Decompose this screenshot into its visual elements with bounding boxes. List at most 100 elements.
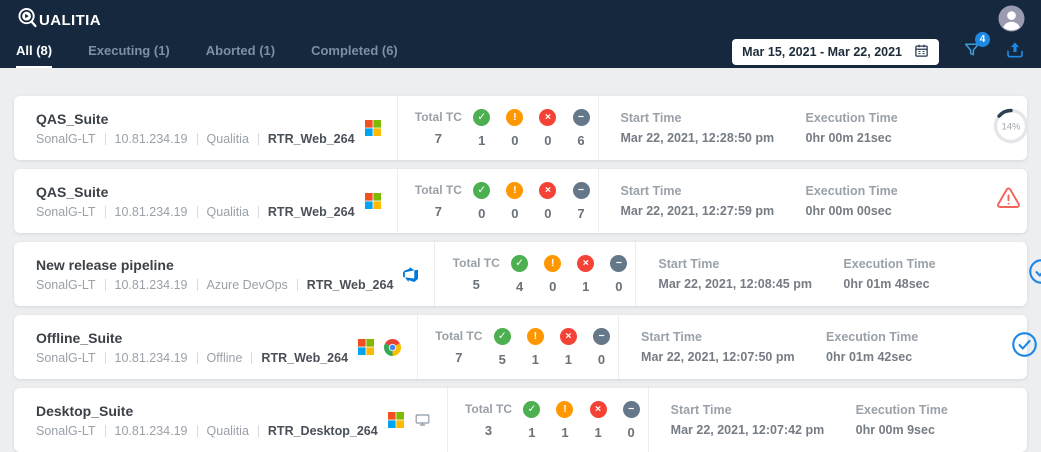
warning-count: 1	[531, 351, 539, 367]
meta-separator	[251, 351, 253, 364]
meta-separator	[196, 278, 198, 291]
run-label: RTR_Desktop_264	[267, 423, 378, 438]
tab-executing-1[interactable]: Executing (1)	[88, 43, 170, 58]
tab-aborted-1[interactable]: Aborted (1)	[205, 43, 276, 58]
failed-count: 0	[544, 132, 552, 148]
passed-icon: ✓	[493, 327, 511, 345]
tab-bar: All (8) Executing (1) Aborted (1) Completed…	[16, 32, 1025, 68]
suite-meta: SonalG-LT 10.81.234.19 Qualitia RTR_Desk…	[36, 424, 378, 438]
passed-icon: ✓	[511, 254, 529, 272]
filter-button[interactable]: 4	[963, 32, 990, 64]
warning-icon: !	[556, 400, 574, 418]
failed-count: 0	[544, 205, 552, 221]
start-time-value: Mar 22, 2021, 12:27:59 pm	[620, 204, 775, 218]
upload-button[interactable]	[1005, 40, 1025, 65]
execution-card[interactable]: Desktop_Suite SonalG-LT 10.81.234.19 Qua…	[14, 388, 1027, 452]
meta-separator	[104, 132, 106, 145]
stats-section: Total TC 7 ✓ 5 ! 1 × 1 − 0	[418, 315, 620, 379]
meta-separator	[196, 351, 198, 364]
execution-card[interactable]: QAS_Suite SonalG-LT 10.81.234.19 Qualiti…	[14, 96, 1028, 160]
tab-all-8[interactable]: All (8)	[16, 36, 53, 68]
ip-address: 10.81.234.19	[114, 131, 188, 146]
execution-card[interactable]: QAS_Suite SonalG-LT 10.81.234.19 Qualiti…	[14, 169, 1027, 233]
failed-icon: ×	[559, 327, 577, 345]
total-tc-label: Total TC	[452, 256, 500, 270]
not-executed-count: 6	[577, 132, 585, 148]
execution-time-label: Execution Time	[805, 184, 898, 198]
total-tc-label: Total TC	[435, 329, 483, 343]
ip-address: 10.81.234.19	[114, 350, 188, 365]
date-range-picker[interactable]: Mar 15, 2021 - Mar 22, 2021	[732, 39, 939, 65]
meta-separator	[104, 278, 106, 291]
meta-separator	[257, 205, 259, 218]
suite-title: Desktop_Suite	[36, 402, 134, 419]
passed-count: 1	[528, 424, 536, 440]
failed-count: 1	[564, 351, 573, 367]
meta-separator	[196, 424, 198, 437]
avatar[interactable]	[998, 4, 1025, 37]
azure-devops-icon	[403, 266, 419, 282]
machine-name: SonalG-LT	[36, 131, 96, 146]
completed-check-icon	[1028, 258, 1041, 290]
execution-time-label: Execution Time	[855, 403, 948, 417]
total-tc-count: 7	[434, 204, 442, 219]
platform-icons	[358, 338, 402, 356]
status-area	[991, 169, 1027, 233]
not-executed-icon: −	[572, 108, 590, 126]
tab-completed-6[interactable]: Completed (6)	[311, 43, 398, 58]
card-list: QAS_Suite SonalG-LT 10.81.234.19 Qualiti…	[0, 68, 1041, 452]
start-time-label: Start Time	[620, 184, 682, 198]
stats-section: Total TC 5 ✓ 4 ! 0 × 1 − 0	[435, 242, 637, 306]
machine-name: SonalG-LT	[36, 277, 96, 292]
failed-count: 1	[582, 278, 590, 294]
start-time-value: Mar 22, 2021, 12:28:50 pm	[620, 131, 775, 145]
execution-card[interactable]: Offline_Suite SonalG-LT 10.81.234.19 Off…	[14, 315, 1037, 379]
execution-time-value: 0hr 01m 48sec	[843, 277, 930, 291]
filter-count-badge: 4	[975, 32, 990, 47]
completed-check-icon	[1011, 331, 1038, 363]
total-tc-label: Total TC	[414, 110, 462, 124]
stats-section: Total TC 7 ✓ 0 ! 0 × 0 − 7	[398, 169, 599, 233]
trigger-source: Qualitia	[206, 423, 249, 438]
ip-address: 10.81.234.19	[114, 204, 188, 219]
not-executed-count: 0	[597, 351, 606, 367]
suite-meta: SonalG-LT 10.81.234.19 Offline RTR_Web_2…	[36, 351, 348, 365]
progress-ring: 14%	[991, 106, 1031, 151]
total-tc-count: 7	[455, 350, 463, 365]
windows-icon	[364, 193, 381, 209]
meta-separator	[104, 205, 106, 218]
not-executed-icon: −	[593, 327, 611, 345]
date-range-value: Mar 15, 2021 - Mar 22, 2021	[742, 45, 902, 59]
failed-icon: ×	[589, 400, 607, 418]
status-area: 14%	[991, 96, 1031, 160]
stats-section: Total TC 3 ✓ 1 ! 1 × 1 − 0	[448, 388, 649, 452]
qualitia-logo: UALITIA	[16, 6, 101, 36]
meta-separator	[104, 351, 106, 364]
execution-time-value: 0hr 00m 9sec	[855, 423, 935, 437]
ip-address: 10.81.234.19	[114, 277, 188, 292]
windows-icon	[387, 412, 404, 428]
execution-card[interactable]: New release pipeline SonalG-LT 10.81.234…	[14, 242, 1041, 306]
not-executed-count: 0	[627, 424, 635, 440]
status-area	[1028, 242, 1041, 306]
trigger-source: Offline	[206, 350, 243, 365]
warning-icon: !	[506, 181, 524, 199]
start-time-value: Mar 22, 2021, 12:08:45 pm	[658, 277, 812, 291]
not-executed-icon: −	[572, 181, 590, 199]
windows-icon	[364, 120, 381, 136]
start-time-label: Start Time	[658, 257, 720, 271]
not-executed-count: 7	[577, 205, 585, 221]
meta-separator	[196, 205, 198, 218]
meta-separator	[104, 424, 106, 437]
warning-icon: !	[526, 327, 544, 345]
total-tc-count: 3	[484, 423, 493, 438]
run-label: RTR_Web_264	[306, 277, 394, 292]
meta-separator	[196, 132, 198, 145]
suite-meta: SonalG-LT 10.81.234.19 Qualitia RTR_Web_…	[36, 132, 355, 146]
platform-icons	[364, 193, 381, 209]
start-time-value: Mar 22, 2021, 12:07:42 pm	[670, 423, 825, 437]
warning-count: 1	[561, 424, 569, 440]
calendar-icon	[914, 43, 929, 61]
failed-count: 1	[594, 424, 602, 440]
machine-name: SonalG-LT	[36, 350, 96, 365]
